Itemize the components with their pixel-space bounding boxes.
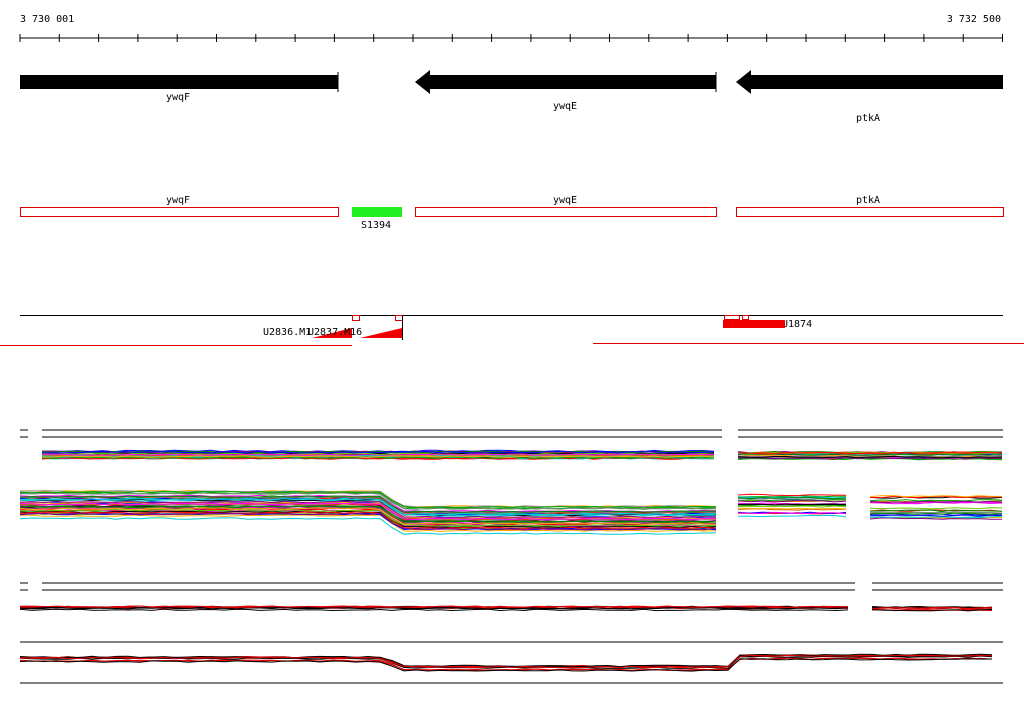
expression-line [19, 512, 717, 531]
expression-line [871, 609, 993, 612]
feature-box [352, 207, 402, 217]
expression-line [737, 511, 847, 515]
expression-line [19, 511, 717, 529]
expression-line [19, 500, 717, 519]
expression-line [41, 453, 715, 456]
expression-line [19, 509, 717, 527]
expression-line [20, 497, 717, 516]
gene-label: ptkA [856, 113, 880, 124]
expression-line [869, 495, 1003, 498]
expression-line [41, 455, 715, 458]
gene-label: ywqE [553, 101, 577, 112]
expression-line [19, 654, 993, 669]
expression-line [869, 501, 1003, 505]
ruler-end: 3 732 500 [947, 14, 1001, 25]
expression-line [19, 605, 849, 609]
probe-triangle [312, 328, 352, 338]
feature-label: S1394 [361, 220, 391, 231]
expression-line [869, 512, 1003, 515]
expression-line [41, 452, 715, 456]
expression-line [737, 496, 847, 500]
probe-bar [723, 320, 785, 328]
annotation-label: ywqE [553, 195, 577, 206]
expression-line [41, 456, 715, 459]
expression-line [19, 507, 717, 525]
expression-line [19, 653, 993, 668]
expression-line [19, 657, 992, 672]
expression-line [737, 493, 847, 497]
expression-line [737, 514, 847, 518]
expression-line [869, 517, 1002, 520]
expression-line [737, 500, 847, 503]
annotation-box [20, 207, 339, 217]
expression-line [19, 490, 717, 509]
expression-line [869, 496, 1003, 499]
expression-line [869, 515, 1003, 519]
expression-line [19, 495, 716, 513]
expression-line [737, 504, 847, 507]
probe-box [724, 315, 740, 320]
expression-line [19, 492, 717, 510]
expression-line [737, 507, 847, 510]
ruler-start: 3 730 001 [20, 14, 74, 25]
expression-line [737, 452, 1003, 455]
expression-line [41, 450, 715, 454]
gene-arrow [736, 70, 1003, 94]
expression-line [19, 514, 717, 532]
probe-box [742, 315, 749, 320]
ruler: 3 730 001 3 732 500 [19, 14, 1003, 42]
expression-line [869, 509, 1003, 512]
expression-line [737, 453, 1003, 456]
expression-line [19, 657, 993, 671]
probe-box [395, 315, 403, 321]
probe-triangle [360, 328, 402, 338]
expression-line [737, 503, 847, 506]
expression-line [869, 514, 1003, 517]
annotation-label: ptkA [856, 195, 880, 206]
expression-line [737, 457, 1003, 460]
expression-line [19, 517, 717, 535]
gene-arrow [415, 70, 716, 94]
expression-line [19, 658, 993, 672]
annotation-box [415, 207, 717, 217]
expression-tracks [19, 429, 1003, 684]
annotation-box [736, 207, 1004, 217]
expression-line [737, 499, 847, 502]
gene-bar [20, 75, 338, 89]
probe-label: U1874 [782, 319, 812, 330]
expression-line [19, 502, 717, 521]
expression-line [19, 608, 849, 612]
expression-line [869, 500, 1003, 504]
expression-line [19, 505, 717, 523]
annotation-label: ywqF [166, 195, 190, 206]
expression-line [869, 507, 1003, 510]
expression-line [737, 505, 847, 508]
gene-label: ywqF [166, 92, 190, 103]
probe-label: U2836.M1 [263, 327, 311, 338]
probe-label: U2837.M16 [308, 327, 362, 338]
probe-box [352, 315, 360, 321]
expression-line [871, 606, 993, 610]
expression-line [871, 607, 993, 610]
expression-line [869, 511, 1003, 514]
expression-line [869, 499, 1003, 502]
expression-line [19, 607, 849, 610]
expression-line [737, 455, 1003, 459]
